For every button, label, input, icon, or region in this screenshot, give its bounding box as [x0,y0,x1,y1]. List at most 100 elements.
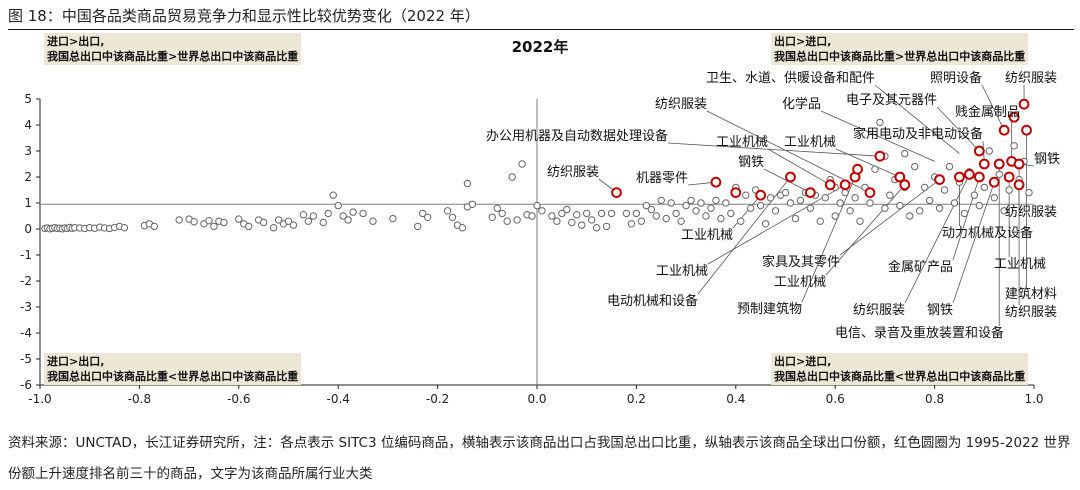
scatter-point [190,218,198,226]
scatter-point [592,224,601,232]
scatter-chart: 5 4 3 2 1 0 -1 -2 -3 -4 -5 -6-1.0 -0.8 -0.6 -0.4 -0.2 0.… [20,38,1060,405]
scatter-point [990,194,998,202]
scatter-point [667,199,675,207]
figure-title: 图 18：中国各品类商品贸易竞争力和显示性比较优势变化（2022 年） [8,7,480,25]
scatter-point [682,201,690,210]
scatter-point [602,222,611,231]
annotation-leader [767,148,831,186]
highlight-point [1018,98,1030,110]
scatter-point [548,212,556,220]
annotation-labels: 卫生、水道、供暖设备和配件 照明设备 纺织服装电子及其元器件化学品贱金属制品纺织服装… [486,70,1060,341]
highlight-point [894,171,906,183]
scatter-point [205,216,213,225]
annotation-label: 纺织服装 [1005,71,1057,86]
scatter-point [284,217,293,225]
y-tick-label: -4 [20,326,32,340]
scatter-point [518,160,526,168]
quadrant-line: 我国总出口中该商品比重<世界总出口中该商品比重 [47,370,299,383]
scatter-point [627,220,636,228]
scatter-point [587,216,596,224]
quadrant-line: 出口>进口, [774,35,832,48]
highlight-point [804,187,816,199]
scatter-point [816,217,824,225]
highlight-point [839,179,851,191]
scatter-point [975,201,984,210]
scatter-point [791,214,800,223]
highlight-point [874,150,886,162]
scatter-point [389,214,397,223]
annotation-label: 纺织服装 [1005,205,1057,220]
quadrant-label-bottom-right: 出口>进口, 我国总出口中该商品比重<世界总出口中该商品比重 [771,353,1029,385]
scatter-point [597,209,606,218]
scatter-point [771,207,780,215]
annotation-leader [825,184,906,276]
quadrant-line: 我国总出口中该商品比重>世界总出口中该商品比重 [774,50,1026,63]
scatter-point [528,212,536,220]
scatter-point [423,213,432,222]
annotation-leader [874,84,960,154]
quadrant-line: 我国总出口中该商品比重>世界总出口中该商品比重 [47,50,299,63]
y-tick-label: 3 [24,144,32,158]
scatter-point [488,213,496,222]
scatter-point [697,199,705,207]
annotation-leader [952,176,980,261]
scatter-point [344,216,352,224]
y-tick-label: 2 [24,170,32,184]
x-tick-label: 0.6 [826,392,845,405]
annotation-label: 工业机械 [774,275,826,290]
scatter-point [607,209,616,218]
scatter-point [727,209,735,218]
highlight-point [1013,158,1025,170]
annotation-label: 机器零件 [636,171,688,186]
annotation-label: 家具及其零件 [762,254,840,270]
scatter-point [414,222,422,231]
scatter-point [1005,186,1013,194]
scatter-point [468,200,477,209]
scatter-point [359,209,367,218]
highlight-point [988,176,1000,188]
annotation-label: 钢铁 [927,303,953,318]
scatter-point [980,183,988,192]
scatter-point [995,170,1003,179]
scatter-point [970,191,979,199]
annotation-label: 工业机械 [656,264,708,279]
scatter-point [463,179,472,188]
highlight-point [1008,111,1020,123]
scatter-point [150,222,159,231]
highlight-point [934,174,945,186]
annotation-label: 金属矿产品 [888,259,953,275]
highlight-point [824,179,836,191]
y-tick-label: 1 [24,196,32,210]
annotation-leader [904,174,970,304]
scatter-point [950,199,959,207]
scatter-point [220,218,228,227]
scatter-point [662,214,670,223]
x-tick-label: -0.4 [326,392,349,405]
y-tick-label: -6 [20,378,32,392]
scatter-point [329,191,337,199]
quadrant-label-bottom-left: 进口>出口, 我国总出口中该商品比重<世界总出口中该商品比重 [44,353,302,385]
highlight-point [978,158,990,170]
scatter-point [677,217,685,225]
scatter-point [836,199,844,207]
highlight-point [864,187,876,199]
scatter-point [583,209,591,218]
scatter-point [985,147,993,155]
scatter-point [821,194,829,202]
scatter-point [443,207,452,215]
annotation-label: 工业机械 [716,135,768,150]
scatter-point [756,201,765,210]
annotation-leader [820,110,935,162]
scatter-point [538,207,546,215]
scatter-point [568,218,576,227]
scatter-point [722,199,730,207]
y-tick-label: -3 [20,300,32,314]
y-tick-label: -5 [20,352,32,366]
scatter-point [245,222,253,231]
annotation-label: 电信、录音及重放装置和设备 [835,325,1004,341]
scatter-point [871,165,879,173]
scatter-point [766,194,775,202]
highlight-point [954,171,965,183]
scatter-point [235,215,243,223]
scatter-point [692,207,700,215]
